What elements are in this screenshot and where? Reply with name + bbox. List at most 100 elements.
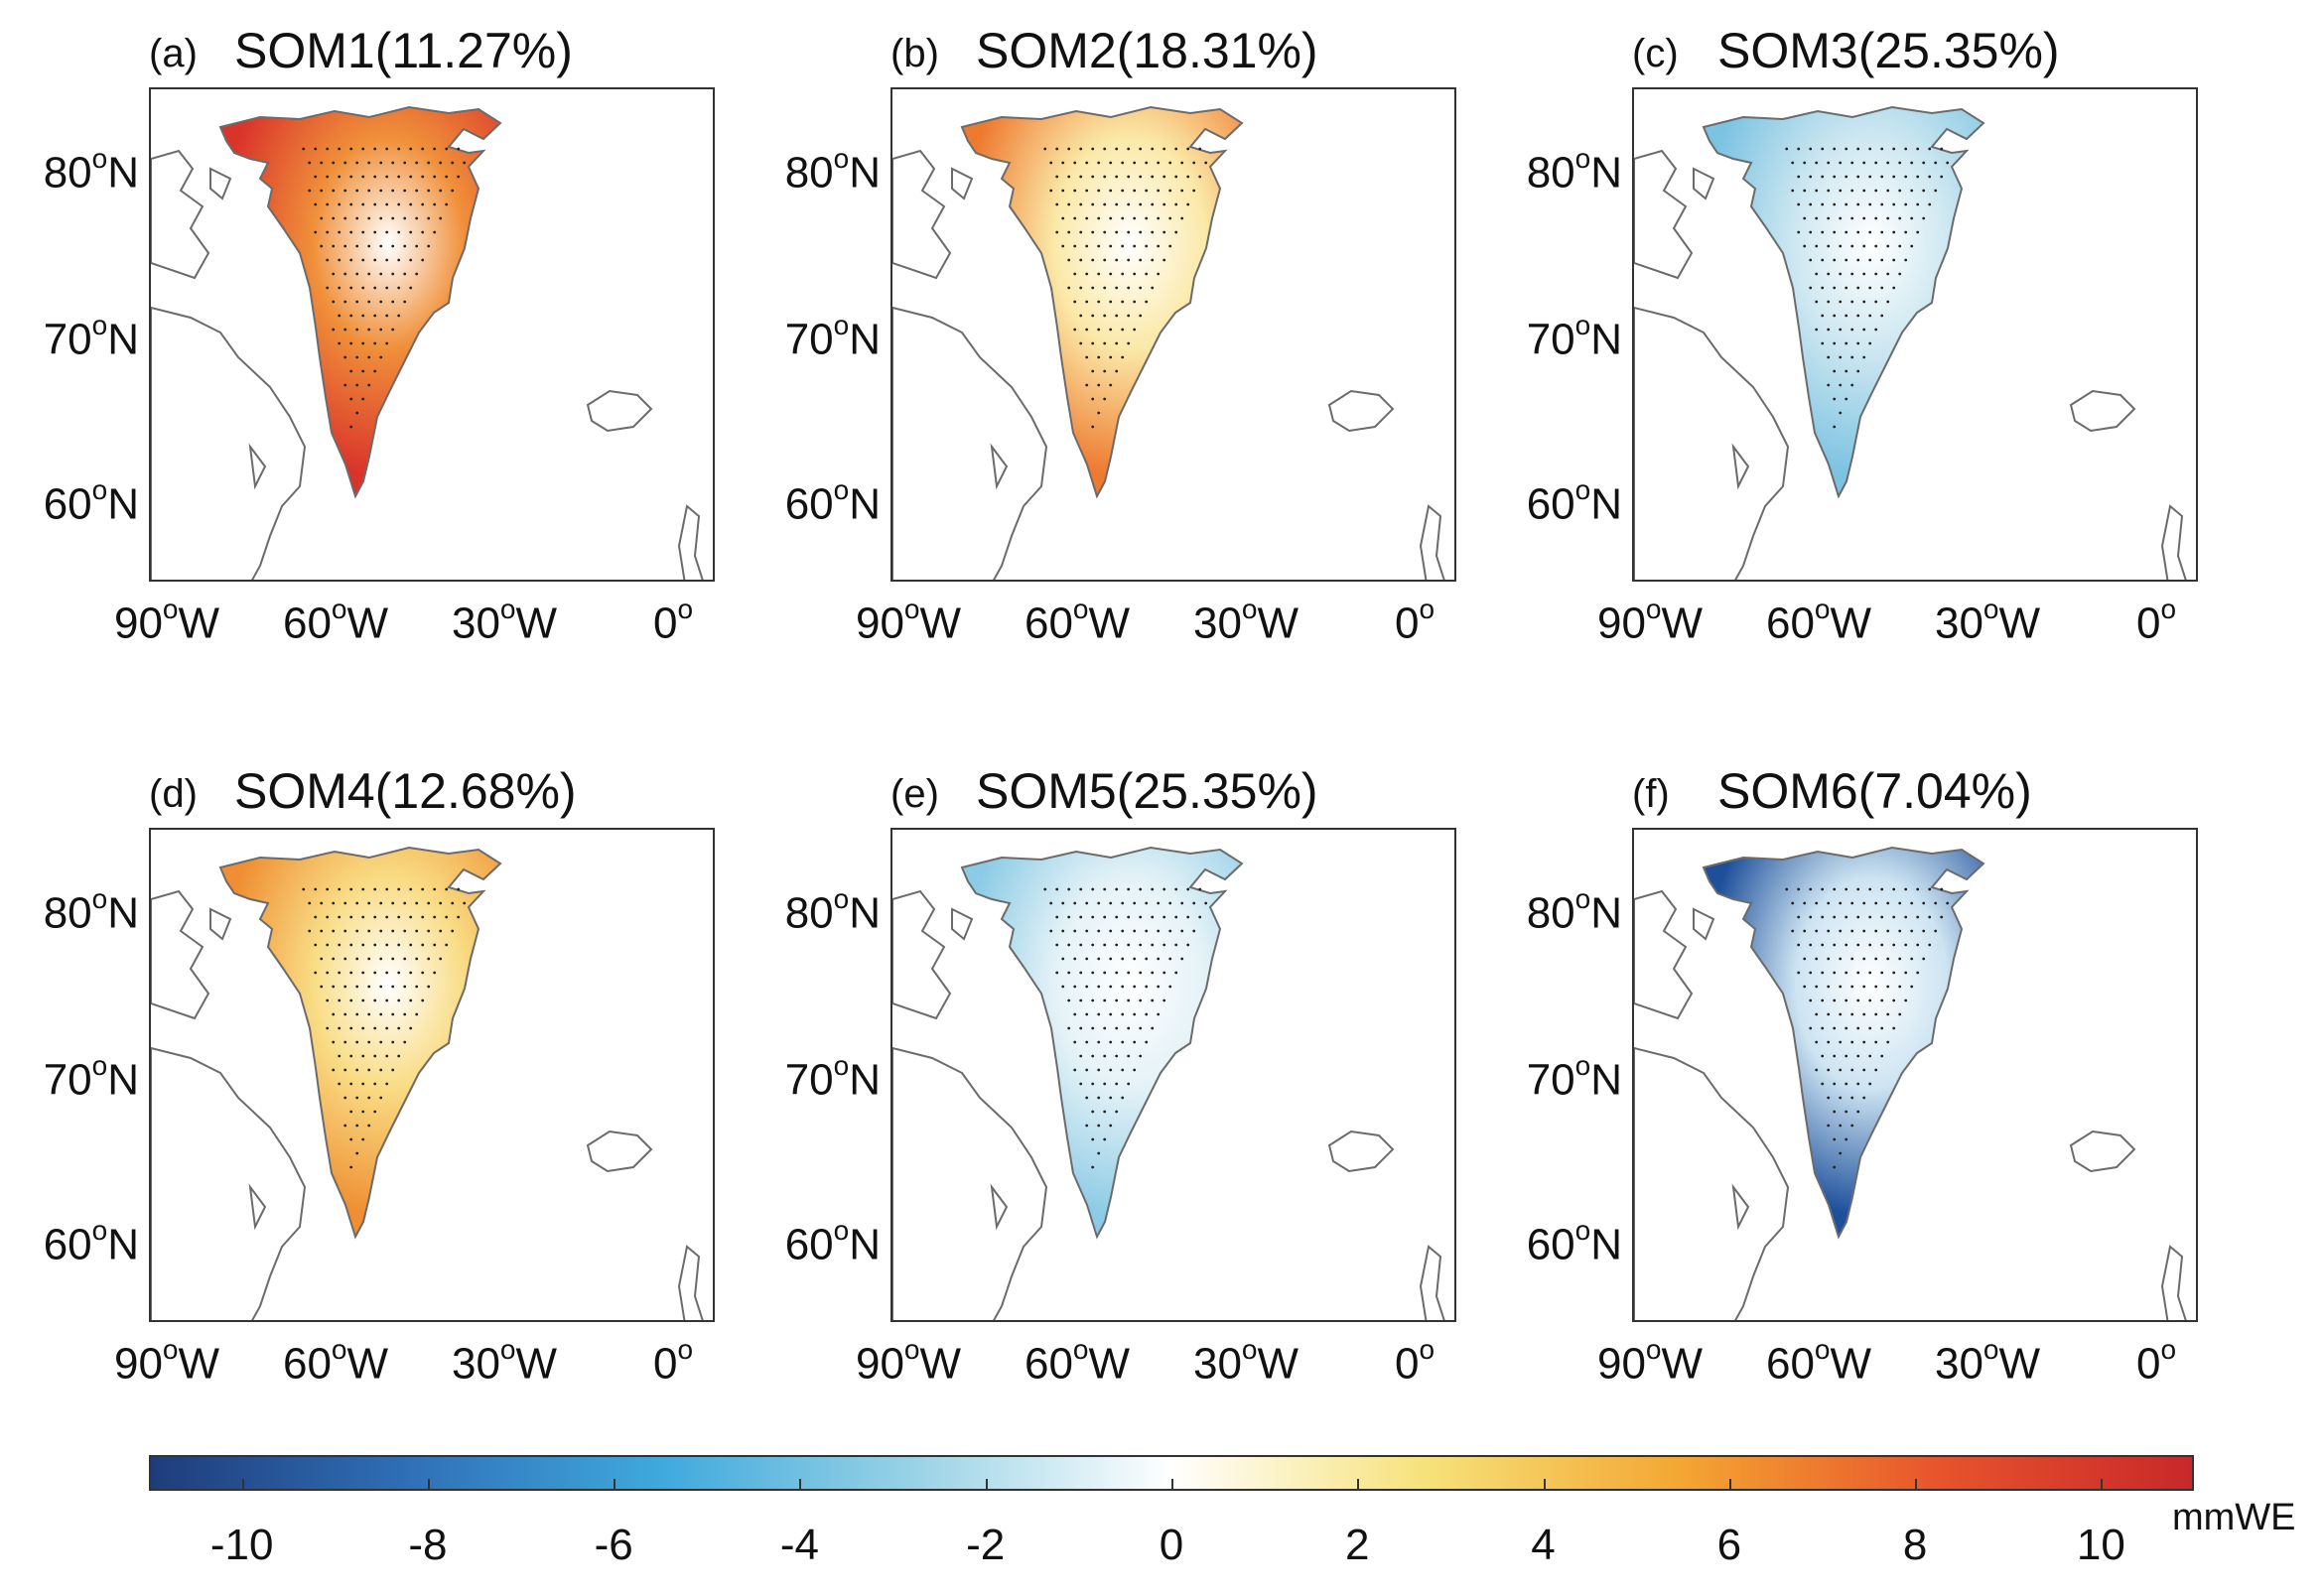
colorbar-tick-mark: [241, 1479, 244, 1491]
canada-coastline: [151, 889, 307, 1320]
longitude-label: 0o: [1394, 594, 1435, 648]
map-frame: [890, 87, 1456, 582]
map-canvas: [1634, 105, 2187, 580]
map-canvas: [151, 846, 704, 1320]
panel-title: SOM3(25.35%): [1717, 23, 2060, 78]
longitude-label: 30oW: [451, 594, 558, 648]
map-canvas: [1634, 846, 2187, 1320]
colorbar-tick-mark: [1728, 1479, 1731, 1491]
longitude-label: 90oW: [855, 1334, 962, 1389]
greenland-anomaly-field: [1702, 846, 1985, 1240]
colorbar-tick-mark: [1171, 1479, 1173, 1491]
longitude-label: 90oW: [1596, 1334, 1704, 1389]
panel-label: (f): [1632, 772, 1670, 816]
colorbar-unit: mmWE: [2172, 1497, 2296, 1538]
latitude-label: 60oN: [43, 1215, 139, 1269]
colorbar-tick-label: -8: [408, 1521, 448, 1569]
latitude-label: 70oN: [784, 310, 881, 364]
panel-title: SOM5(25.35%): [976, 763, 1318, 819]
iceland-coastline: [586, 389, 653, 433]
colorbar-tick-label: 6: [1716, 1521, 1742, 1569]
latitude-label: 70oN: [43, 1050, 139, 1105]
longitude-label: 0o: [2135, 1334, 2177, 1389]
colorbar-tick-mark: [1915, 1479, 1918, 1491]
colorbar-tick-label: 0: [1159, 1521, 1184, 1569]
panel-label: (c): [1632, 32, 1679, 75]
longitude-label: 30oW: [1934, 1334, 2041, 1389]
map-canvas: [892, 846, 1445, 1320]
latitude-label: 70oN: [784, 1050, 881, 1105]
greenland-anomaly-field: [960, 105, 1244, 499]
latitude-label: 80oN: [43, 883, 139, 938]
longitude-label: 60oW: [1765, 594, 1872, 648]
map-frame: [1632, 87, 2198, 582]
canada-coastline: [1634, 149, 1790, 580]
greenland-anomaly-field: [1702, 105, 1985, 499]
longitude-label: 0o: [652, 594, 694, 648]
significance-stippling: [1043, 887, 1208, 1169]
latitude-label: 60oN: [43, 474, 139, 529]
svalbard-coastline: [2160, 504, 2187, 580]
significance-stippling: [302, 147, 467, 429]
longitude-label: 60oW: [282, 1334, 389, 1389]
panel-title: SOM6(7.04%): [1717, 763, 2032, 819]
iceland-coastline: [1327, 389, 1395, 433]
colorbar-tick-mark: [1543, 1479, 1546, 1491]
longitude-label: 0o: [1394, 1334, 1435, 1389]
latitude-label: 80oN: [784, 883, 881, 938]
longitude-label: 60oW: [1024, 1334, 1131, 1389]
longitude-label: 30oW: [1192, 594, 1299, 648]
longitude-label: 30oW: [1934, 594, 2041, 648]
svalbard-coastline: [677, 1245, 704, 1320]
iceland-coastline: [1327, 1130, 1395, 1173]
significance-stippling: [1785, 147, 1950, 429]
significance-stippling: [1785, 887, 1950, 1169]
map-canvas: [892, 105, 1445, 580]
latitude-label: 70oN: [1526, 310, 1622, 364]
canada-coastline: [892, 149, 1048, 580]
latitude-label: 70oN: [1526, 1050, 1622, 1105]
longitude-label: 90oW: [1596, 594, 1704, 648]
colorbar-tick-label: -4: [779, 1521, 820, 1569]
latitude-label: 60oN: [1526, 474, 1622, 529]
greenland-anomaly-field: [218, 846, 502, 1240]
panel-label: (e): [890, 772, 939, 816]
svalbard-coastline: [2160, 1245, 2187, 1320]
iceland-coastline: [2069, 1130, 2136, 1173]
panel-label: (a): [149, 32, 198, 75]
longitude-label: 90oW: [855, 594, 962, 648]
colorbar-tick-mark: [799, 1479, 802, 1491]
colorbar-tick-label: 2: [1345, 1521, 1370, 1569]
svalbard-coastline: [1419, 504, 1445, 580]
map-frame: [149, 87, 715, 582]
iceland-coastline: [2069, 389, 2136, 433]
colorbar-tick-mark: [985, 1479, 988, 1491]
colorbar-tick-mark: [614, 1479, 616, 1491]
longitude-label: 90oW: [113, 594, 220, 648]
colorbar-tick-label: 4: [1531, 1521, 1556, 1569]
panel-title: SOM4(12.68%): [234, 763, 577, 819]
map-frame: [890, 828, 1456, 1322]
map-frame: [1632, 828, 2198, 1322]
panel-title: SOM1(11.27%): [234, 23, 573, 78]
colorbar-tick-mark: [427, 1479, 430, 1491]
colorbar-tick-label: -6: [594, 1521, 633, 1569]
greenland-anomaly-field: [960, 846, 1244, 1240]
canada-coastline: [892, 889, 1048, 1320]
map-frame: [149, 828, 715, 1322]
latitude-label: 60oN: [1526, 1215, 1622, 1269]
panel-title: SOM2(18.31%): [976, 23, 1318, 78]
svalbard-coastline: [677, 504, 704, 580]
map-canvas: [151, 105, 704, 580]
significance-stippling: [1043, 147, 1208, 429]
latitude-label: 60oN: [784, 1215, 881, 1269]
longitude-label: 0o: [2135, 594, 2177, 648]
svalbard-coastline: [1419, 1245, 1445, 1320]
longitude-label: 60oW: [1024, 594, 1131, 648]
longitude-label: 30oW: [451, 1334, 558, 1389]
colorbar-tick-mark: [1357, 1479, 1360, 1491]
colorbar-tick-label: -2: [966, 1521, 1006, 1569]
colorbar-tick-label: 8: [1902, 1521, 1928, 1569]
latitude-label: 80oN: [784, 143, 881, 198]
panel-label: (b): [890, 32, 939, 75]
